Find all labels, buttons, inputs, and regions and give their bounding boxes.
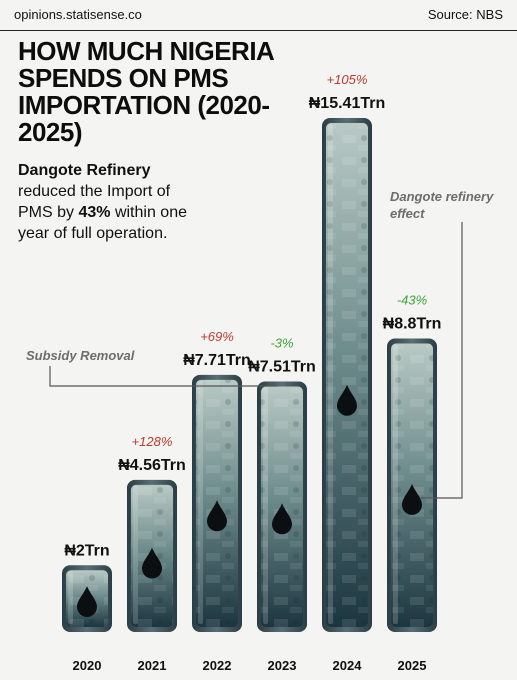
chart-title: HOW MUCH NIGERIA SPENDS ON PMS IMPORTATI… (18, 36, 274, 147)
oil-drop-icon (207, 500, 227, 532)
oil-drop-icon (77, 585, 97, 617)
description-highlight-percent: 43% (78, 204, 111, 221)
bar-2025 (387, 338, 437, 632)
change-label-2022: +69% (200, 329, 234, 344)
dangote-connector-line (421, 222, 463, 499)
change-label-2021: +128% (132, 434, 173, 449)
change-label-2023: -3% (270, 336, 293, 351)
tick-label-2025: 2025 (398, 658, 427, 673)
description-text-2: within one year of full operation. (18, 204, 187, 242)
tick-label-2022: 2022 (203, 658, 232, 673)
change-label-2025: -43% (397, 292, 427, 307)
tick-label-2020: 2020 (73, 658, 102, 673)
bar-2023 (257, 381, 307, 632)
tick-label-2023: 2023 (268, 658, 297, 673)
value-label-2023: ₦7.51Trn (248, 359, 316, 376)
value-label-2025: ₦8.8Trn (383, 315, 442, 332)
annotation-dangote-effect: Dangote refinery effect (390, 189, 494, 221)
top-bar: opinions.statisense.co Source: NBS (0, 0, 517, 31)
oil-drop-icon (142, 547, 162, 579)
bar-2022 (192, 374, 242, 632)
bar-2024 (322, 118, 372, 632)
bar-2021 (127, 479, 177, 632)
tick-label-2021: 2021 (138, 658, 167, 673)
description-highlight-refinery: Dangote Refinery (18, 162, 151, 179)
value-label-2020: ₦2Trn (64, 542, 109, 559)
description: Dangote Refinery reduced the Import of P… (18, 160, 208, 244)
oil-drop-icon (272, 503, 292, 535)
source-label: Source: NBS (427, 7, 503, 22)
oil-drop-icon (402, 483, 422, 515)
value-label-2024: ₦15.41Trn (309, 95, 385, 112)
oil-drop-icon (337, 384, 357, 416)
subsidy-connector-line (49, 366, 277, 387)
bar-2020 (62, 565, 112, 632)
site-url: opinions.statisense.co (14, 7, 142, 22)
annotation-subsidy-removal: Subsidy Removal (26, 348, 135, 363)
value-label-2021: ₦4.56Trn (118, 457, 186, 474)
tick-label-2024: 2024 (333, 658, 363, 673)
change-label-2024: +105% (327, 72, 368, 87)
value-label-2022: ₦7.71Trn (183, 352, 251, 369)
description-text-1: reduced the Import of PMS by (18, 183, 171, 221)
